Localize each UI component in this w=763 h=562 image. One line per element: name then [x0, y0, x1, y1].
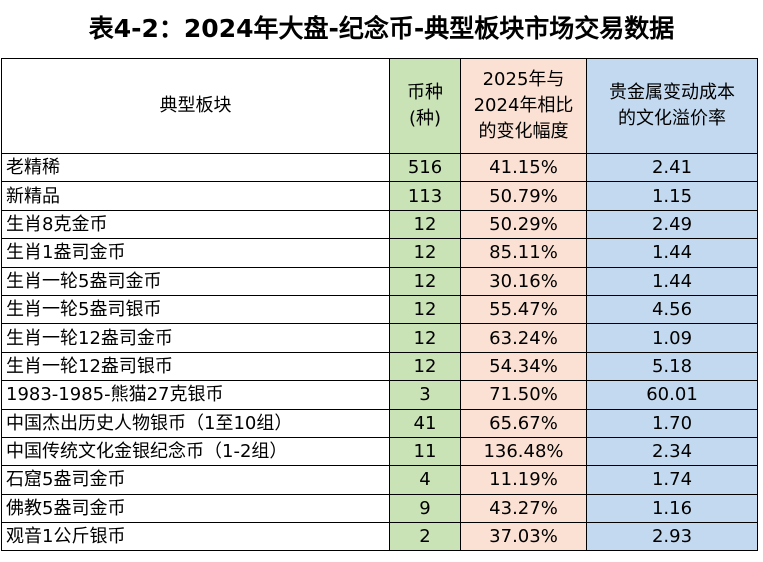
table-row: 老精稀 516 41.15% 2.41 — [1, 152, 758, 183]
header-line: 2024年相比 — [473, 95, 574, 116]
table-cell: 佛教5盎司金币 — [1, 493, 390, 524]
table-cell: 生肖一轮12盎司金币 — [1, 323, 390, 353]
table-cell: 12 — [389, 238, 461, 268]
table-cell: 1.44 — [586, 266, 758, 296]
header-cell: 2025年与 2024年相比 的变化幅度 — [460, 58, 587, 154]
table-row: 石窟5盎司金币 4 11.19% 1.74 — [1, 465, 758, 495]
table-cell: 4 — [389, 465, 461, 495]
header-cell: 典型板块 — [1, 58, 390, 154]
table-cell: 41 — [389, 408, 461, 438]
header-line: 2025年与 — [482, 69, 565, 90]
header-line: 币种 — [407, 82, 443, 103]
table-cell: 136.48% — [460, 436, 587, 467]
table-cell: 1.16 — [586, 493, 758, 524]
table-cell: 生肖一轮5盎司银币 — [1, 294, 390, 325]
table-cell: 50.79% — [460, 181, 587, 211]
table-cell: 60.01 — [586, 380, 758, 410]
table-row: 新精品 113 50.79% 1.15 — [1, 181, 758, 211]
header-line: 贵金属变动成本 — [609, 82, 735, 103]
table-cell: 2 — [389, 522, 461, 552]
table-cell: 生肖8克金币 — [1, 209, 390, 240]
table-cell: 71.50% — [460, 380, 587, 410]
header-row: 典型板块 币种 (种) 2025年与 2024年相比 的变化幅度 贵金属变动成本 的文化溢价率 — [1, 58, 758, 154]
table-cell: 54.34% — [460, 351, 587, 382]
table-cell: 37.03% — [460, 522, 587, 552]
table-cell: 11 — [389, 436, 461, 467]
header-line: 的变化幅度 — [478, 121, 569, 142]
table-cell: 9 — [389, 493, 461, 524]
table-cell: 生肖一轮5盎司金币 — [1, 266, 390, 296]
table-cell: 1.70 — [586, 408, 758, 438]
table-cell: 41.15% — [460, 152, 587, 183]
header-line: (种) — [408, 108, 442, 129]
table-cell: 50.29% — [460, 209, 587, 240]
table-row: 生肖一轮12盎司银币 12 54.34% 5.18 — [1, 351, 758, 382]
table-row: 生肖1盎司金币 12 85.11% 1.44 — [1, 238, 758, 268]
table-cell: 12 — [389, 323, 461, 353]
table-cell: 2.34 — [586, 436, 758, 467]
table-cell: 1.15 — [586, 181, 758, 211]
table-row: 佛教5盎司金币 9 43.27% 1.16 — [1, 493, 758, 524]
table-cell: 85.11% — [460, 238, 587, 268]
table-cell: 12 — [389, 209, 461, 240]
table-body: 老精稀 516 41.15% 2.41 新精品 113 50.79% 1.15 生肖8克金币 12… — [1, 152, 758, 552]
table-cell: 5.18 — [586, 351, 758, 382]
table-cell: 观音1公斤银币 — [1, 522, 390, 552]
table-row: 中国传统文化金银纪念币（1-2组） 11 136.48% 2.34 — [1, 436, 758, 467]
table-cell: 中国杰出历史人物银币（1至10组） — [1, 408, 390, 438]
table-cell: 老精稀 — [1, 152, 390, 183]
table-cell: 30.16% — [460, 266, 587, 296]
table-cell: 生肖1盎司金币 — [1, 238, 390, 268]
table-cell: 1.74 — [586, 465, 758, 495]
header-line: 的文化溢价率 — [618, 108, 726, 129]
table-row: 观音1公斤银币 2 37.03% 2.93 — [1, 522, 758, 552]
table-cell: 1.44 — [586, 238, 758, 268]
table-cell: 63.24% — [460, 323, 587, 353]
header-line: 典型板块 — [159, 95, 232, 116]
table-cell: 新精品 — [1, 181, 390, 211]
table-cell: 43.27% — [460, 493, 587, 524]
table-cell: 生肖一轮12盎司银币 — [1, 351, 390, 382]
table-row: 生肖一轮12盎司金币 12 63.24% 1.09 — [1, 323, 758, 353]
table-row: 生肖一轮5盎司金币 12 30.16% 1.44 — [1, 266, 758, 296]
table-cell: 12 — [389, 294, 461, 325]
table-cell: 55.47% — [460, 294, 587, 325]
table-cell: 11.19% — [460, 465, 587, 495]
table-row: 1983-1985-熊猫27克银币 3 71.50% 60.01 — [1, 380, 758, 410]
table-cell: 2.93 — [586, 522, 758, 552]
table-cell: 12 — [389, 351, 461, 382]
table-cell: 113 — [389, 181, 461, 211]
table-cell: 石窟5盎司金币 — [1, 465, 390, 495]
header-cell: 贵金属变动成本 的文化溢价率 — [586, 58, 758, 154]
table-cell: 2.49 — [586, 209, 758, 240]
table-cell: 1983-1985-熊猫27克银币 — [1, 380, 390, 410]
table-cell: 516 — [389, 152, 461, 183]
table-cell: 2.41 — [586, 152, 758, 183]
table-cell: 65.67% — [460, 408, 587, 438]
table-row: 中国杰出历史人物银币（1至10组） 41 65.67% 1.70 — [1, 408, 758, 438]
table-row: 生肖一轮5盎司银币 12 55.47% 4.56 — [1, 294, 758, 325]
table-cell: 4.56 — [586, 294, 758, 325]
table-cell: 中国传统文化金银纪念币（1-2组） — [1, 436, 390, 467]
header-cell: 币种 (种) — [389, 58, 461, 154]
table-title: 表4-2：2024年大盘-纪念币-典型板块市场交易数据 — [88, 14, 675, 43]
table-cell: 12 — [389, 266, 461, 296]
table-row: 生肖8克金币 12 50.29% 2.49 — [1, 209, 758, 240]
table-cell: 3 — [389, 380, 461, 410]
table-cell: 1.09 — [586, 323, 758, 353]
data-table: 典型板块 币种 (种) 2025年与 2024年相比 的变化幅度 贵金属变动成本 的文化溢价率… — [1, 58, 758, 552]
